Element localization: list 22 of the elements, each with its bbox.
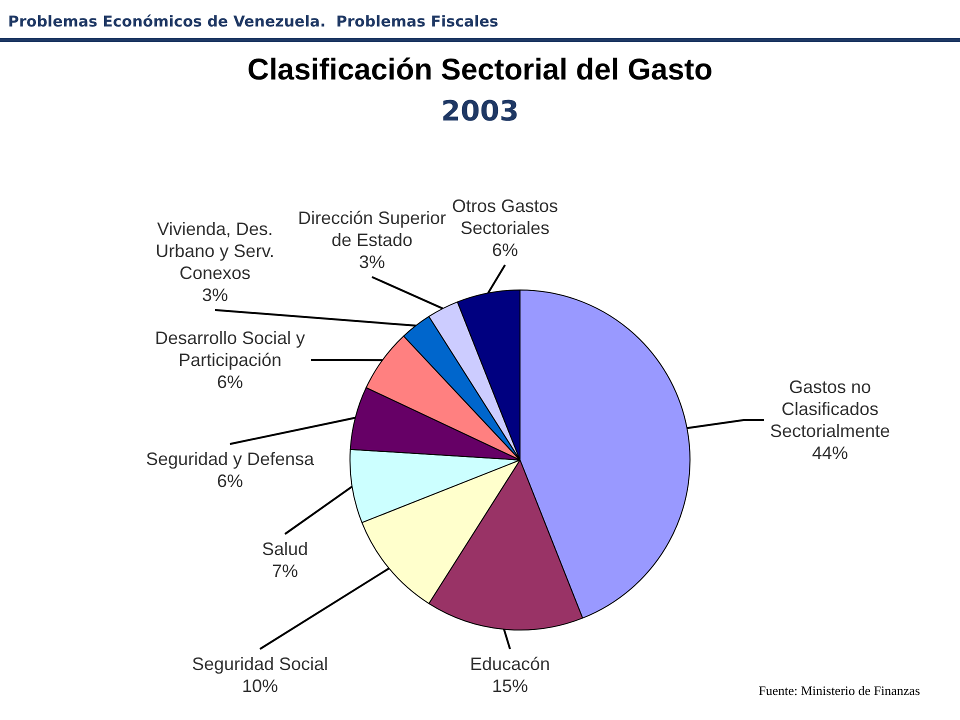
data-label: 6% [216, 471, 244, 491]
slice-label: Seguridad Social [192, 654, 328, 674]
data-label: 15% [492, 676, 528, 696]
slice-label: Dirección Superior de Estado [298, 208, 446, 250]
data-label: 44% [812, 443, 848, 463]
slice-label: Salud [262, 539, 308, 559]
data-label: 7% [272, 561, 298, 581]
data-label: 10% [242, 676, 278, 696]
chart-title: Clasificación Sectorial del Gasto [247, 54, 713, 86]
slice-label: Seguridad y Defensa [146, 449, 316, 469]
slice-label: Gastos no Clasificados Sectorialmente [770, 377, 890, 441]
slice-label: Desarrollo Social y Participación [154, 328, 306, 370]
data-label: 6% [216, 372, 244, 392]
text: Problemas Económicos de Venezuela. Problemas Fiscales [8, 12, 498, 30]
data-label: 6% [492, 240, 518, 260]
slice-label: Vivienda, Des. Urbano y Serv. Conexos [156, 219, 274, 283]
slice-label: Educacón [470, 654, 550, 674]
source-note: Fuente: Ministerio de Finanzas [758, 683, 920, 698]
chart-subtitle: 2003 [441, 94, 519, 128]
data-label: 3% [358, 252, 386, 272]
data-label: 3% [202, 285, 228, 305]
slice-label: Otros Gastos Sectoriales [452, 196, 558, 238]
